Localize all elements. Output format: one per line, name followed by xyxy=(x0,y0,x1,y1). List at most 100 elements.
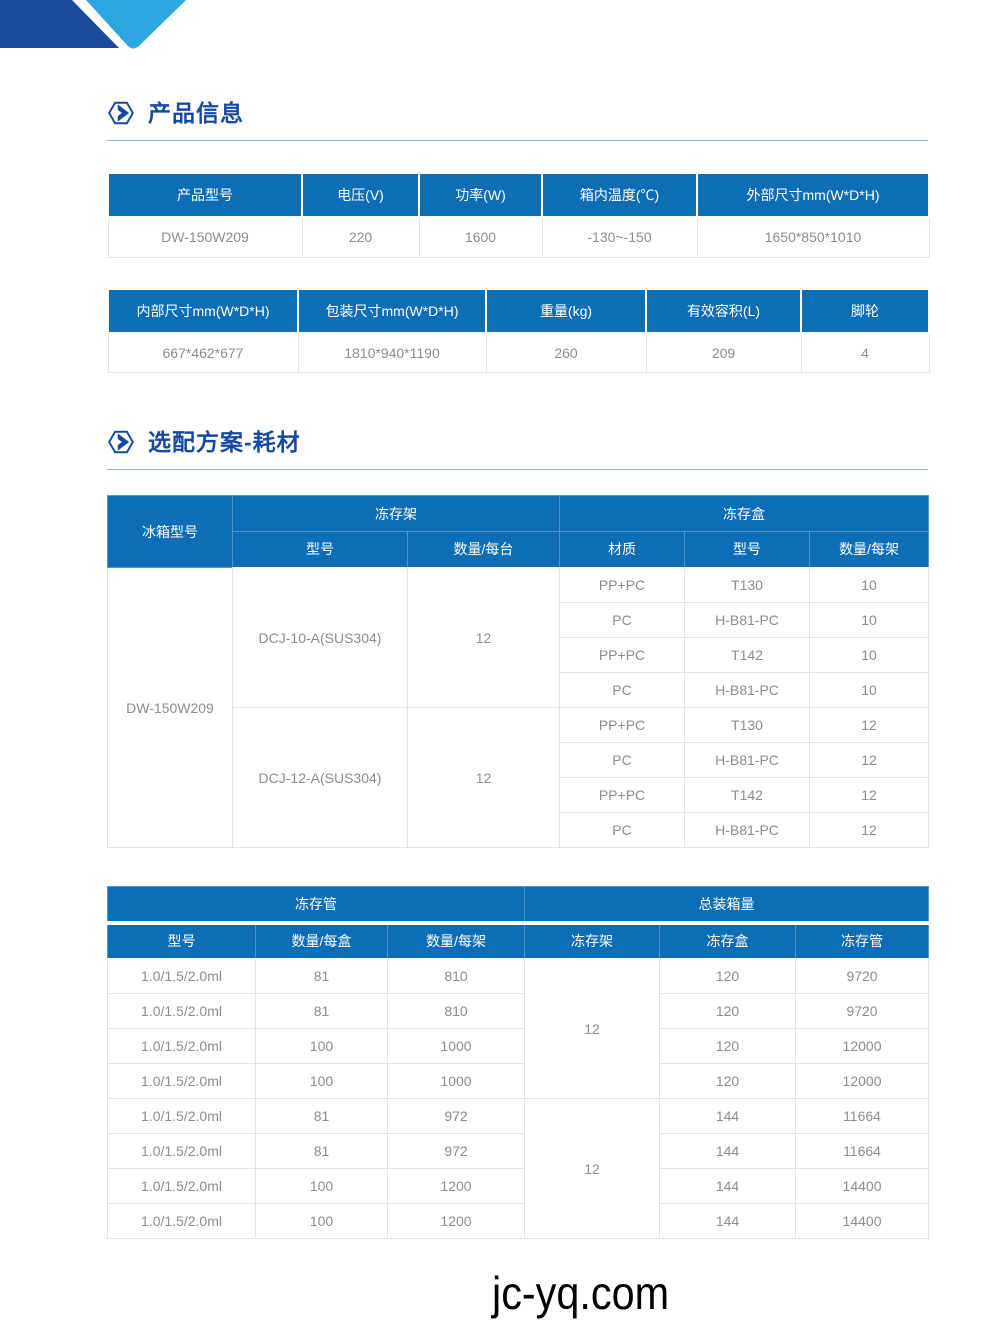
td-package-size: 1810*940*1190 xyxy=(297,332,487,373)
td-box-model: H-B81-PC xyxy=(684,742,810,778)
table-row: DCJ-12-A(SUS304) 12 PP+PC T130 12 xyxy=(108,707,930,848)
td-voltage: 220 xyxy=(301,216,420,258)
tube-capacity-table: 冻存管 总装箱量 型号 数量/每盒 数量/每架 冻存架 冻存盒 冻存管 1.0/… xyxy=(106,886,930,1239)
table-row: 1.0/1.5/2.0ml 100 1200 144 14400 xyxy=(107,1168,930,1204)
td-total-tubes: 14400 xyxy=(795,1168,930,1204)
table-row: PC H-B81-PC 12 xyxy=(108,742,930,778)
td-box-material: PC xyxy=(559,672,685,708)
td-box-qty: 10 xyxy=(808,567,930,603)
td-box-material: PP+PC xyxy=(559,567,685,603)
td-box-qty: 12 xyxy=(808,742,930,778)
td-total-boxes: 120 xyxy=(659,1063,797,1099)
th-cabinet-temp: 箱内温度(℃) xyxy=(541,172,698,218)
td-rack-model: DCJ-12-A(SUS304) xyxy=(232,707,408,848)
td-tube-per-rack: 972 xyxy=(386,1098,526,1134)
td-tube-per-rack: 1000 xyxy=(386,1028,526,1064)
td-box-material: PC xyxy=(559,742,685,778)
td-box-model: T142 xyxy=(684,637,810,673)
th-box-material: 材质 xyxy=(559,531,685,569)
th-total-tubes: 冻存管 xyxy=(795,922,930,960)
th-tube-qty-per-box: 数量/每盒 xyxy=(255,922,388,960)
td-total-tubes: 9720 xyxy=(795,958,930,994)
td-tube-model: 1.0/1.5/2.0ml xyxy=(107,1063,256,1099)
td-tube-model: 1.0/1.5/2.0ml xyxy=(107,1168,256,1204)
td-internal-size: 667*462*677 xyxy=(107,332,299,373)
table-row: DW-150W209 DCJ-10-A(SUS304) 12 PP+PC T13… xyxy=(107,567,930,848)
td-rack-model: DCJ-10-A(SUS304) xyxy=(232,567,408,708)
th-voltage: 电压(V) xyxy=(301,172,420,218)
product-spec-table-1: 产品型号 电压(V) 功率(W) 箱内温度(℃) 外部尺寸mm(W*D*H) D… xyxy=(107,172,930,258)
td-box-material: PP+PC xyxy=(559,637,685,673)
th-group-rack: 冻存架 xyxy=(232,495,560,532)
th-total-boxes: 冻存盒 xyxy=(659,922,797,960)
td-box-qty: 12 xyxy=(808,812,930,848)
th-product-model: 产品型号 xyxy=(107,172,303,218)
td-total-racks: 12 xyxy=(524,958,661,1099)
table-row: 1.0/1.5/2.0ml 81 972 144 11664 xyxy=(107,1133,930,1169)
td-effective-volume: 209 xyxy=(645,332,802,373)
section-divider-line xyxy=(107,469,928,470)
th-group-box: 冻存盒 xyxy=(558,495,930,532)
th-internal-size: 内部尺寸mm(W*D*H) xyxy=(107,287,299,334)
td-tube-per-box: 100 xyxy=(255,1028,388,1064)
th-group-tube: 冻存管 xyxy=(106,886,526,925)
td-total-boxes: 120 xyxy=(659,1028,797,1064)
td-total-tubes: 11664 xyxy=(795,1098,930,1134)
th-effective-volume: 有效容积(L) xyxy=(645,287,802,334)
th-group-total-capacity: 总装箱量 xyxy=(524,886,930,925)
td-box-qty: 10 xyxy=(808,602,930,638)
td-tube-model: 1.0/1.5/2.0ml xyxy=(107,1098,256,1134)
td-tube-per-rack: 810 xyxy=(386,993,526,1029)
td-total-boxes: 144 xyxy=(659,1098,797,1134)
td-box-material: PP+PC xyxy=(559,707,685,743)
td-box-model: H-B81-PC xyxy=(684,812,810,848)
td-tube-per-rack: 972 xyxy=(386,1133,526,1169)
table-row: 667*462*677 1810*940*1190 260 209 4 xyxy=(107,332,930,373)
td-casters: 4 xyxy=(800,332,930,373)
table-row: 1.0/1.5/2.0ml 100 1200 144 14400 xyxy=(107,1203,930,1239)
table-header-row: 内部尺寸mm(W*D*H) 包装尺寸mm(W*D*H) 重量(kg) 有效容积(… xyxy=(107,287,930,334)
table-subheader-row: 型号 数量/每盒 数量/每架 冻存架 冻存盒 冻存管 xyxy=(107,922,930,960)
td-total-racks: 12 xyxy=(524,1098,661,1239)
table-row: PC H-B81-PC 12 xyxy=(108,812,930,848)
td-tube-per-box: 100 xyxy=(255,1203,388,1239)
th-weight: 重量(kg) xyxy=(485,287,647,334)
th-rack-model: 型号 xyxy=(232,531,408,569)
table-row: DW-150W209 220 1600 -130~-150 1650*850*1… xyxy=(107,216,930,258)
td-tube-per-rack: 1200 xyxy=(386,1203,526,1239)
td-tube-per-box: 100 xyxy=(255,1063,388,1099)
th-casters: 脚轮 xyxy=(800,287,930,334)
table-row: 1.0/1.5/2.0ml 81 810 120 9720 xyxy=(107,993,930,1029)
td-rack-qty: 12 xyxy=(407,707,560,848)
hexagon-chevron-icon xyxy=(108,101,134,125)
td-total-tubes: 12000 xyxy=(795,1063,930,1099)
td-tube-model: 1.0/1.5/2.0ml xyxy=(107,1203,256,1239)
td-tube-model: 1.0/1.5/2.0ml xyxy=(107,1028,256,1064)
th-tube-model: 型号 xyxy=(107,922,256,960)
td-tube-per-box: 100 xyxy=(255,1168,388,1204)
td-box-material: PC xyxy=(559,602,685,638)
td-box-model: T142 xyxy=(684,777,810,813)
th-box-qty-per-rack: 数量/每架 xyxy=(808,531,930,569)
td-box-model: T130 xyxy=(684,707,810,743)
section-header-product-info: 产品信息 xyxy=(107,98,928,128)
th-tube-qty-per-rack: 数量/每架 xyxy=(386,922,526,960)
table-row: PP+PC T142 10 xyxy=(108,637,930,673)
td-tube-model: 1.0/1.5/2.0ml xyxy=(107,958,256,994)
th-package-size: 包装尺寸mm(W*D*H) xyxy=(297,287,487,334)
table-row: 1.0/1.5/2.0ml 100 1000 120 12000 xyxy=(107,1063,930,1099)
th-power: 功率(W) xyxy=(418,172,543,218)
td-box-qty: 12 xyxy=(808,777,930,813)
td-tube-per-box: 81 xyxy=(255,958,388,994)
section-title: 产品信息 xyxy=(148,99,244,126)
td-box-material: PC xyxy=(559,812,685,848)
table-header-row: 产品型号 电压(V) 功率(W) 箱内温度(℃) 外部尺寸mm(W*D*H) xyxy=(107,172,930,218)
td-box-qty: 10 xyxy=(808,672,930,708)
td-total-tubes: 11664 xyxy=(795,1133,930,1169)
td-box-model: H-B81-PC xyxy=(684,672,810,708)
page-content: 产品信息 产品型号 电压(V) 功率(W) 箱内温度(℃) 外部尺寸mm(W*D… xyxy=(106,0,930,1239)
section-title: 选配方案-耗材 xyxy=(148,428,301,455)
td-tube-per-rack: 810 xyxy=(386,958,526,994)
product-spec-table-2: 内部尺寸mm(W*D*H) 包装尺寸mm(W*D*H) 重量(kg) 有效容积(… xyxy=(107,287,930,373)
